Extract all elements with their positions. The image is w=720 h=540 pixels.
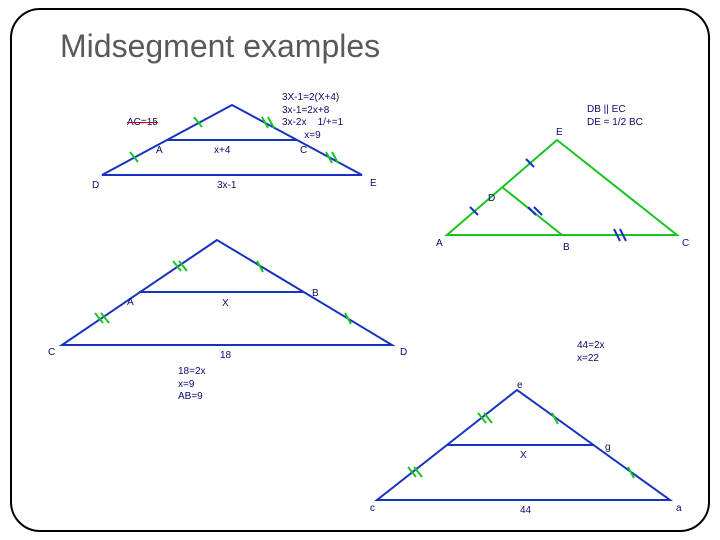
t3-D: D — [400, 347, 407, 358]
t4-a: a — [676, 503, 682, 514]
t1-base: 3x-1 — [217, 180, 236, 191]
slide-frame: Midsegment examples A C D E x+4 3x-1 AC=… — [10, 8, 710, 532]
t2-E: E — [556, 127, 563, 138]
t3-midseg: X — [222, 298, 229, 309]
t1-label-A: A — [156, 145, 163, 156]
t4-midseg: X — [520, 450, 527, 461]
t2-note: DB || EC DE = 1/2 BC — [587, 104, 643, 129]
t3-work: 18=2x x=9 AB=9 — [178, 366, 206, 404]
slide-title: Midsegment examples — [60, 28, 380, 65]
t4-e: e — [517, 380, 523, 391]
t1-midseg: x+4 — [214, 145, 230, 156]
t1-struck: AC=15 — [127, 117, 158, 128]
t3-B: B — [312, 288, 319, 299]
t4-base: 44 — [520, 505, 531, 516]
t4-work: 44=2x x=22 — [577, 340, 605, 365]
t3-C: C — [48, 347, 55, 358]
t2-B: B — [563, 242, 570, 253]
t2-C: C — [682, 238, 689, 249]
t1-label-E: E — [370, 178, 377, 189]
t2-A: A — [436, 238, 443, 249]
t1-label-D: D — [92, 180, 99, 191]
t1-work: 3X-1=2(X+4) 3x-1=2x+8 3x-2x 1/+=1 x=9 — [282, 92, 343, 142]
t3-base: 18 — [220, 350, 231, 361]
t1-label-C: C — [300, 145, 307, 156]
t2-D: D — [488, 193, 495, 204]
t4-g: g — [605, 442, 611, 453]
triangle-3 — [57, 235, 407, 355]
t3-A: A — [127, 297, 134, 308]
triangle-4 — [372, 385, 682, 510]
t4-c: c — [370, 503, 375, 514]
triangle-2 — [442, 135, 692, 245]
